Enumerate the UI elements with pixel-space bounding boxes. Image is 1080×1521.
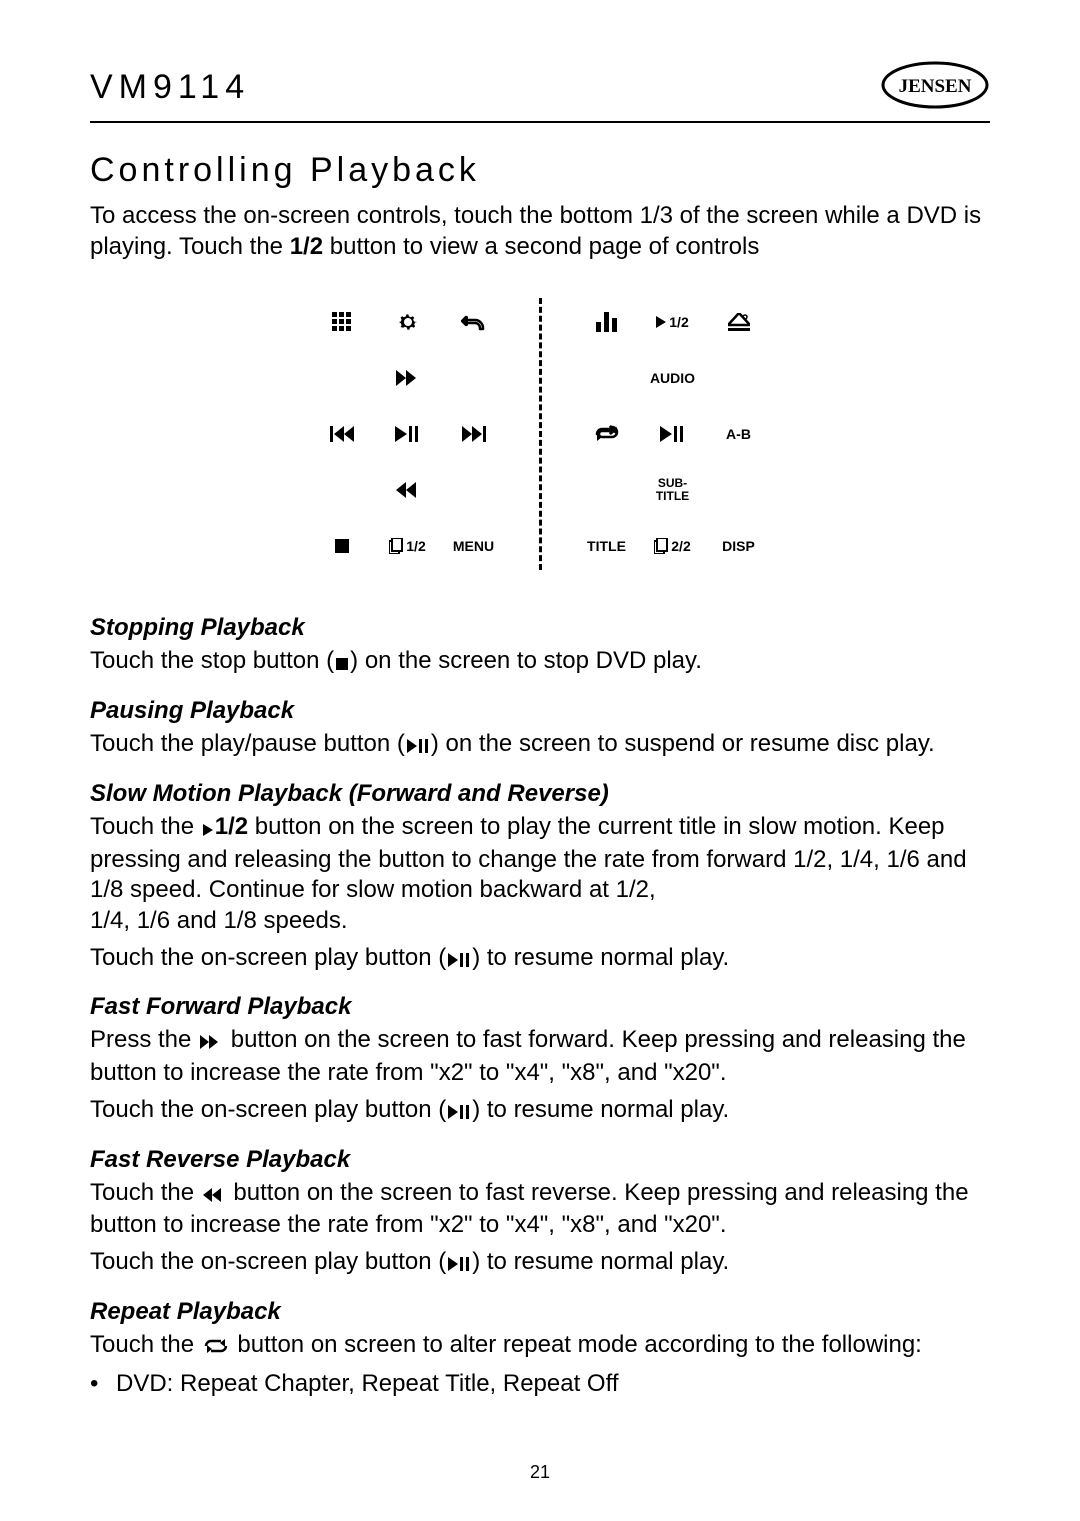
intro-paragraph: To access the on-screen controls, touch … [90,200,990,262]
stop-icon [335,539,349,553]
slow-p1: Touch the 1/2 button on the screen to pl… [90,812,990,937]
slow-motion-label: 1/2 [656,315,688,329]
eq-icon [596,312,618,332]
slow-p2: Touch the on-screen play button () to re… [90,943,990,976]
page-number: 21 [0,1462,1080,1483]
fast-reverse-icon [396,482,420,498]
pausing-heading: Pausing Playback [90,697,990,725]
play-pause-icon [395,426,421,442]
model-number: VM9114 [90,68,250,107]
stopping-text: Touch the stop button () on the screen t… [90,646,990,679]
repeat-icon [203,1332,229,1363]
menu-label: MENU [453,539,494,553]
ab-label: A-B [726,427,751,441]
audio-label: AUDIO [650,371,695,385]
intro-text-2: button to view a second page of controls [323,233,759,260]
return-icon [461,311,487,333]
repeat-bullet-list: DVD: Repeat Chapter, Repeat Title, Repea… [90,1368,990,1399]
repeat-heading: Repeat Playback [90,1298,990,1326]
play-pause-icon [407,731,429,762]
slow-heading: Slow Motion Playback (Forward and Revers… [90,780,990,808]
title-label: TITLE [587,539,626,553]
fast-forward-icon [200,1027,222,1058]
disp-label: DISP [722,539,755,553]
fast-forward-icon [396,370,420,386]
ff-p2: Touch the on-screen play button () to re… [90,1095,990,1128]
panel-divider [539,298,542,570]
play-pause-icon [448,1097,470,1128]
fr-p2: Touch the on-screen play button () to re… [90,1247,990,1280]
fast-reverse-icon [203,1180,225,1211]
brand-text: JENSEN [899,76,972,97]
gear-icon [396,310,420,334]
section-title: Controlling Playback [90,151,990,190]
skip-next-icon [462,426,486,442]
controls-page-1: 1/2 MENU [313,298,503,570]
repeat-icon [593,425,621,443]
page-2-of-2: 2/2 [654,538,690,554]
stop-icon [336,648,348,679]
page-header: VM9114 JENSEN JENSEN [90,60,990,123]
repeat-p1: Touch the button on screen to alter repe… [90,1330,990,1363]
controls-page-2: 1/2 AUDIO A-B SUB- TITLE TITLE 2/2 DISP [578,298,768,570]
subtitle-label: SUB- TITLE [656,477,689,503]
play-pause-icon [448,945,470,976]
repeat-bullet-1: DVD: Repeat Chapter, Repeat Title, Repea… [116,1368,990,1399]
page-1-of-2: 1/2 [389,538,425,554]
intro-bold: 1/2 [290,233,323,260]
play-triangle-icon [203,814,213,845]
eject-icon [728,313,750,331]
skip-prev-icon [330,426,354,442]
ff-p1: Press the button on the screen to fast f… [90,1025,990,1088]
pausing-text: Touch the play/pause button () on the sc… [90,729,990,762]
play-pause-icon [448,1249,470,1280]
ff-heading: Fast Forward Playback [90,993,990,1021]
play-pause-icon [660,426,686,442]
fr-heading: Fast Reverse Playback [90,1146,990,1174]
brand-logo: JENSEN JENSEN [880,60,990,115]
controls-diagram: 1/2 MENU 1/2 AUDIO A-B SUB- TITLE TITLE … [90,298,990,570]
stopping-heading: Stopping Playback [90,614,990,642]
grid-icon [331,311,353,333]
fr-p1: Touch the button on the screen to fast r… [90,1178,990,1241]
